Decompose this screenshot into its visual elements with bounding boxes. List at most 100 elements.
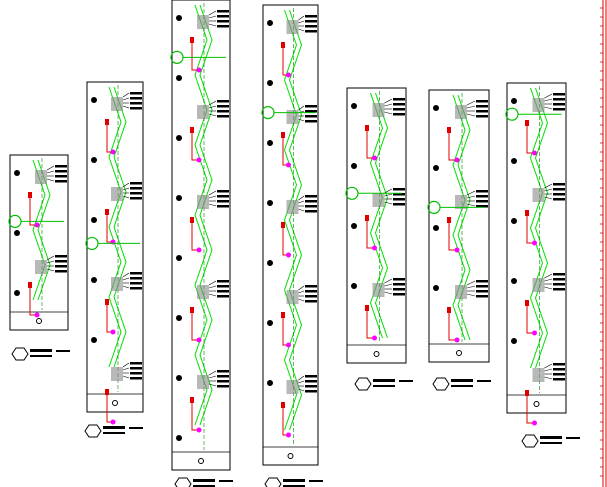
- title-symbol: [11, 347, 29, 361]
- base-mark: [36, 318, 42, 324]
- callout-text: [305, 120, 317, 123]
- node-circle: [433, 225, 439, 231]
- red-mark: [525, 120, 529, 126]
- red-mark: [190, 217, 194, 223]
- hatch: [532, 188, 545, 202]
- hatch: [111, 187, 123, 201]
- title-bar: [283, 485, 305, 487]
- callout-text: [476, 285, 488, 288]
- callout-text: [217, 285, 229, 288]
- callout-text: [55, 170, 67, 173]
- callout: [544, 188, 553, 192]
- callout-text: [553, 288, 565, 291]
- callout-text: [217, 100, 229, 103]
- red-mark: [447, 307, 451, 313]
- magenta-mark: [532, 150, 537, 156]
- panel: [170, 0, 233, 487]
- callout: [208, 23, 217, 27]
- magenta-mark: [110, 149, 116, 155]
- callout: [544, 98, 553, 102]
- callout-text: [305, 290, 317, 293]
- red-mark: [190, 307, 194, 313]
- panel: [8, 154, 70, 361]
- callout-text: [217, 115, 229, 118]
- callout: [298, 28, 305, 32]
- title-symbol: [264, 477, 282, 487]
- node-circle: [91, 157, 97, 163]
- title-bar: [56, 350, 70, 352]
- callout-text: [393, 98, 405, 101]
- callout-text: [217, 195, 229, 198]
- callout: [208, 285, 217, 289]
- red-mark: [28, 192, 32, 198]
- hatch: [286, 200, 299, 214]
- callout: [544, 273, 553, 279]
- node-circle: [91, 337, 97, 343]
- panel-frame: [346, 87, 407, 364]
- callout-text: [305, 380, 317, 383]
- node-circle: [267, 380, 273, 386]
- callout-text: [130, 377, 142, 380]
- callout: [298, 195, 305, 201]
- node-circle: [351, 163, 357, 169]
- callout-text: [130, 187, 142, 190]
- callout-text: [305, 210, 317, 213]
- callout-text: [55, 270, 67, 273]
- callout-text: [393, 293, 405, 296]
- callout: [466, 280, 476, 286]
- callout: [298, 380, 305, 384]
- callout: [46, 255, 55, 261]
- callout-text: [305, 385, 317, 388]
- red-mark: [190, 37, 194, 43]
- callout-text: [130, 107, 142, 110]
- callout-text: [130, 102, 142, 105]
- node-circle: [176, 135, 182, 141]
- callout-text: [393, 193, 405, 196]
- green-line: [199, 4, 213, 426]
- callout-text: [305, 25, 317, 28]
- callout: [384, 103, 393, 107]
- callout-text: [553, 98, 565, 101]
- red-mark: [365, 215, 369, 221]
- callout-text: [305, 30, 317, 33]
- callout: [208, 190, 217, 196]
- node-circle: [176, 375, 182, 381]
- node-circle: [267, 140, 273, 146]
- callout: [46, 260, 55, 264]
- callout-text: [476, 280, 488, 283]
- node-circle: [176, 255, 182, 261]
- title-bar: [129, 427, 143, 429]
- callout: [298, 388, 305, 392]
- callout: [46, 165, 55, 171]
- red-mark: [365, 305, 369, 311]
- green-line: [369, 92, 384, 339]
- callout-text: [305, 105, 317, 108]
- red-mark: [28, 282, 32, 288]
- callout-text: [217, 375, 229, 378]
- panel-frame: [171, 0, 231, 471]
- callout: [208, 113, 217, 117]
- red-mark: [447, 127, 451, 133]
- node-circle: [267, 200, 273, 206]
- magenta-mark: [196, 427, 202, 433]
- callout-text: [476, 200, 488, 203]
- callout: [544, 376, 553, 380]
- callout-text: [130, 362, 142, 365]
- magenta-mark: [196, 67, 202, 73]
- red-mark: [105, 389, 109, 395]
- base-mark: [198, 458, 204, 464]
- callout-text: [305, 375, 317, 378]
- callout-text: [217, 370, 229, 373]
- panel: [261, 4, 323, 487]
- node-circle: [91, 277, 97, 283]
- hatch: [111, 367, 123, 381]
- hatch: [35, 170, 47, 184]
- callout-text: [553, 93, 565, 96]
- green-line: [452, 94, 466, 341]
- callout-text: [393, 283, 405, 286]
- callout: [208, 375, 217, 379]
- hatch: [286, 380, 299, 394]
- callout: [122, 187, 130, 191]
- magenta-mark: [110, 419, 116, 425]
- magenta-mark: [532, 330, 537, 336]
